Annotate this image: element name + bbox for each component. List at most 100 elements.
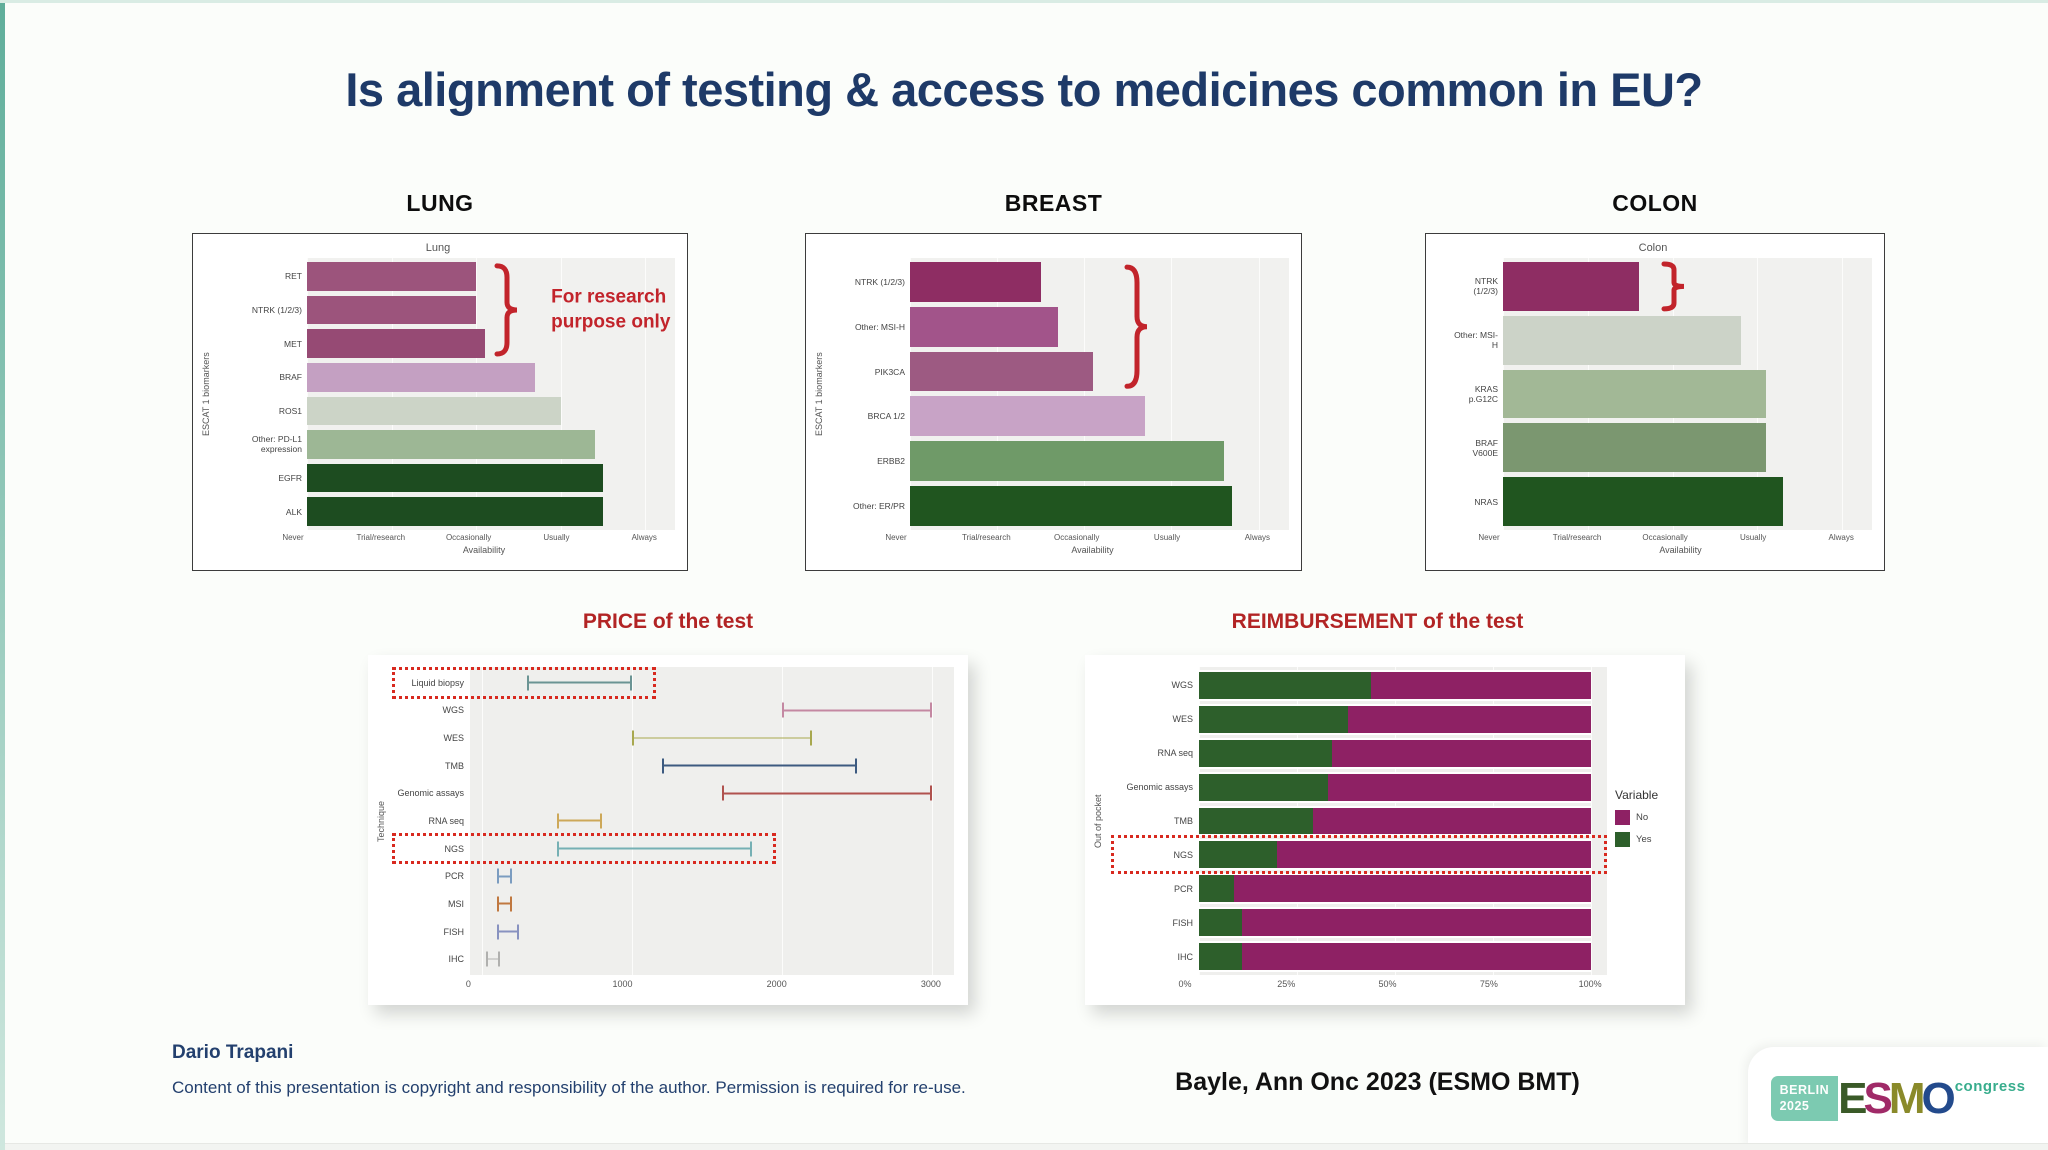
reimbursement-chart-card: Out of pocket WGS WES RNA seq Genomic assay…: [1085, 655, 1685, 1005]
range-track: [470, 781, 954, 807]
price-range: [556, 841, 752, 857]
yes-segment: [1199, 909, 1243, 937]
bracket-annotation: [1660, 262, 1900, 311]
x-tick-label: Usually: [1740, 533, 1767, 542]
x-tick-label: Trial/research: [1552, 533, 1602, 542]
bar-grid: NTRK (1/2/3) Other: MSI-H PIK3CA BRCA 1/2 ER…: [828, 258, 1289, 530]
technique-label: MSI: [447, 898, 464, 909]
bar-grid: NTRK (1/2/3) Other: MSI-H KRAS p.G12C BRAF …: [1448, 258, 1872, 530]
category-label: ERBB2: [877, 456, 905, 467]
bar-track: [1503, 477, 1872, 526]
x-tick-label: Always: [1244, 533, 1271, 542]
stacked-bar-grid: WGS WES RNA seq Genomic assays TMB NGS PCR FISH…: [1107, 667, 1607, 975]
chart-header-breast: BREAST: [1004, 190, 1103, 216]
category-label: EGFR: [278, 473, 302, 484]
technique-label: NGS: [444, 843, 464, 854]
gridline: [1258, 258, 1260, 530]
bar-track: [1503, 262, 1872, 311]
chart-panel-colon: Colon NTRK (1/2/3) Other: MSI-H KRAS p.G12…: [1425, 233, 1885, 571]
availability-bar: [1503, 477, 1783, 526]
legend-title: Variable: [1615, 788, 1659, 802]
x-tick-label: 1000: [612, 979, 633, 989]
bar-track: [910, 396, 1289, 437]
range-line: [498, 902, 510, 905]
category-label: ALK: [285, 506, 302, 517]
availability-bar: [910, 396, 1146, 437]
range-line: [498, 875, 510, 878]
technique-label: PCR: [444, 871, 464, 882]
yes-segment: [1199, 875, 1235, 903]
price-range: [721, 785, 932, 801]
bar-track: [307, 497, 675, 526]
yes-segment: [1199, 807, 1313, 835]
stacked-bar: [1199, 771, 1591, 803]
legend-label-yes: Yes: [1636, 834, 1652, 845]
x-tick-label: 0: [465, 979, 471, 989]
availability-bar: [307, 362, 536, 392]
esmo-letter: E: [1838, 1073, 1867, 1123]
price-range: [526, 675, 632, 691]
availability-bar: [910, 441, 1224, 482]
range-line: [528, 681, 630, 684]
bar-track: [1503, 369, 1872, 419]
availability-bar: [1503, 262, 1639, 311]
technique-label: NGS: [1173, 849, 1193, 860]
stacked-bar: [1199, 907, 1591, 939]
bar-track: [307, 295, 675, 325]
chart-inner-title: Lung: [425, 242, 451, 254]
curly-brace-icon: [493, 262, 519, 358]
category-label: PIK3CA: [874, 366, 905, 377]
slide-bottom-strip: [0, 1143, 2048, 1150]
category-label: Other: MSI-H: [1454, 330, 1498, 351]
chart-header-lung: LUNG: [406, 190, 474, 216]
highlight-box: [392, 667, 656, 699]
bar-track: [1503, 423, 1872, 473]
technique-label: RNA seq: [428, 815, 464, 826]
technique-label: WES: [443, 733, 464, 744]
technique-label: TMB: [445, 760, 464, 771]
range-track: [470, 891, 954, 917]
availability-bar: [1503, 423, 1766, 473]
curly-brace-icon: [1123, 262, 1149, 391]
category-label: BRCA 1/2: [867, 411, 905, 422]
badge-city: BERLIN: [1779, 1082, 1830, 1097]
category-label: NTRK (1/2/3): [251, 304, 302, 315]
plot-area: [910, 258, 1289, 530]
bar-track: [307, 362, 675, 392]
gridline: [910, 258, 911, 530]
range-line: [498, 930, 518, 933]
x-axis-title: Availability: [462, 545, 506, 555]
availability-bar: [307, 396, 561, 426]
stacked-bar-track: [1199, 907, 1607, 939]
x-axis-title: Availability: [1071, 545, 1114, 555]
y-axis-title: Technique: [376, 800, 386, 842]
category-label: Other: ER/PR: [853, 501, 905, 512]
legend: Variable No Yes: [1607, 667, 1671, 975]
price-range: [496, 896, 512, 912]
x-axis: Never Trial/research Occasionally Usually Al…: [282, 530, 675, 545]
stacked-bar-track: [1199, 805, 1607, 837]
no-segment: [1312, 807, 1591, 835]
slide-title: Is alignment of testing & access to medi…: [345, 63, 1703, 116]
curly-brace-icon: [1660, 262, 1686, 311]
stacked-bar-track: [1199, 737, 1607, 769]
citation: Bayle, Ann Onc 2023 (ESMO BMT): [1175, 1068, 1580, 1096]
bar-track: [910, 441, 1289, 482]
category-label: MET: [284, 338, 302, 349]
no-segment: [1332, 739, 1591, 767]
availability-bar: [910, 351, 1093, 392]
availability-bar: [307, 329, 485, 358]
bracket-annotation: For research purpose only: [493, 262, 733, 358]
badge-year: 2025: [1779, 1098, 1810, 1113]
bar-track: For research purpose only: [307, 262, 675, 291]
stacked-bar-track: [1111, 835, 1607, 875]
category-label: Other: PD-L1 expression: [251, 434, 302, 455]
yes-segment: [1199, 739, 1333, 767]
author-name: Dario Trapani: [172, 1042, 294, 1063]
category-label: BRAF: [279, 372, 302, 383]
highlight-box: [392, 832, 776, 865]
x-axis: Never Trial/research Occasionally Usually Al…: [1478, 530, 1872, 545]
range-line: [488, 958, 498, 960]
